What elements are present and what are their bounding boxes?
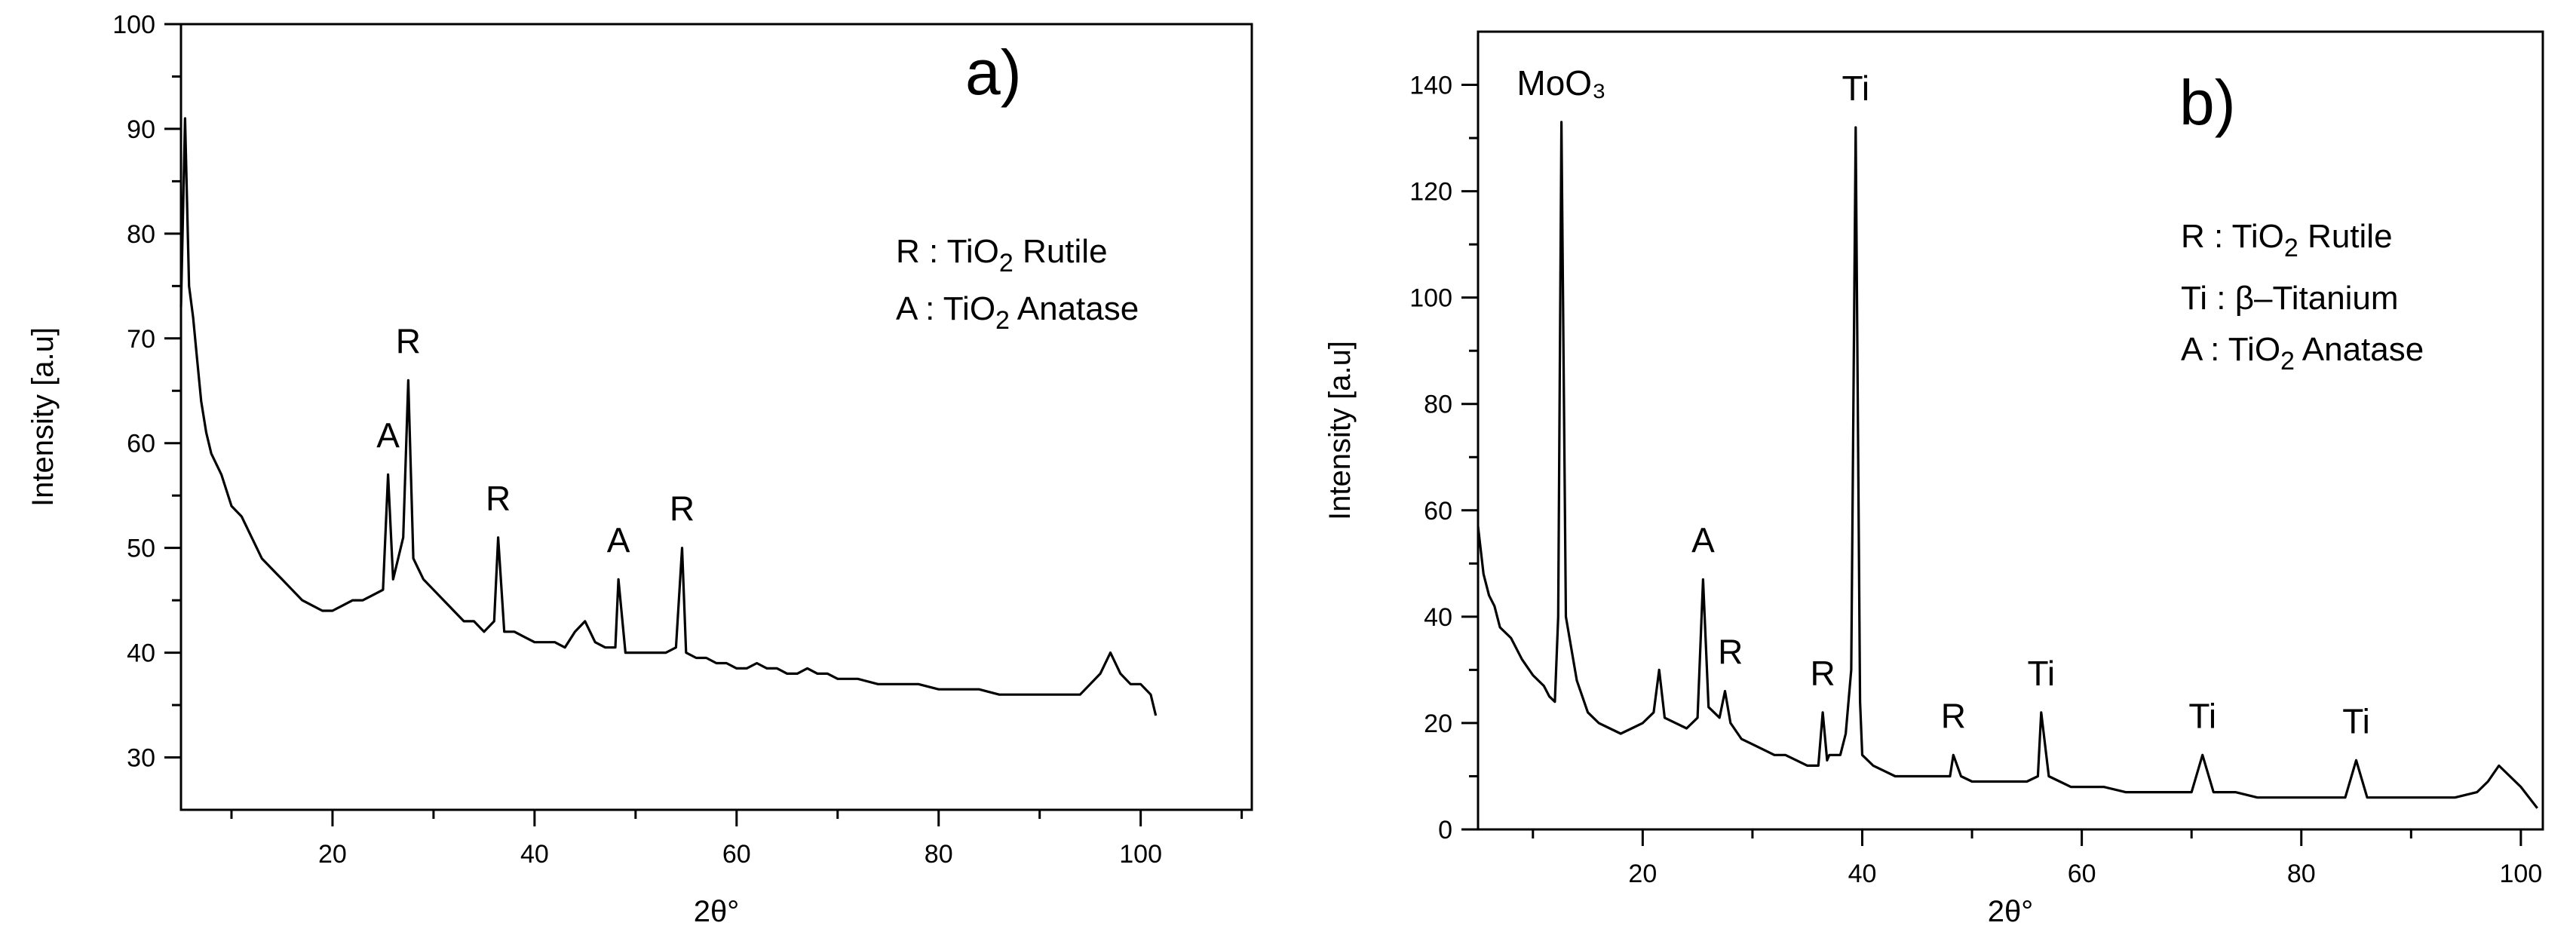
legend-entry-rutile: R : TiO2 Rutile	[2181, 218, 2393, 262]
peak-label: R	[396, 321, 421, 360]
legend-entry-rutile: R : TiO2 Rutile	[896, 233, 1108, 277]
x-tick-label: 80	[2287, 860, 2316, 888]
panel-b-peak-labels: MoO₃ Ti A R R R Ti Ti Ti	[1516, 63, 2369, 740]
y-tick-label: 60	[127, 430, 155, 458]
peak-label: A	[607, 520, 630, 559]
peak-label: A	[1691, 520, 1715, 559]
y-tick-label: 100	[112, 11, 155, 39]
x-tick-label: 60	[722, 840, 751, 869]
y-tick-label: 120	[1409, 178, 1452, 207]
panel-a-legend: R : TiO2 Rutile A : TiO2 Anatase	[896, 233, 1139, 335]
panel-a-x-axis: 20 40 60 80 100	[230, 810, 1244, 869]
panel-b-x-axis: 20 40 60 80 100	[1532, 829, 2543, 888]
x-tick-label: 40	[520, 840, 549, 869]
y-tick-label: 100	[1409, 284, 1452, 313]
panel-a-x-axis-title: 2θ°	[694, 895, 740, 928]
panel-b-y-axis: 0 20 40 60 80 100 120 140	[1409, 72, 1478, 845]
panel-b-y-axis-title: Intensity [a.u]	[1323, 341, 1357, 520]
y-tick-label: 20	[1424, 710, 1452, 738]
panel-b-legend: R : TiO2 Rutile Ti : β–Titanium A : TiO2…	[2181, 218, 2424, 376]
peak-label: Ti	[2027, 654, 2055, 693]
panel-a: 20 40 60 80 100 30 40 50 60 70 80 90 100 2θ° Intens…	[26, 11, 1253, 928]
panel-b-x-axis-title: 2θ°	[1988, 895, 2034, 928]
panel-a-peak-labels: A R R A R	[376, 321, 695, 559]
panel-b-label: b)	[2179, 67, 2236, 138]
y-tick-label: 40	[1424, 603, 1452, 632]
peak-label: A	[376, 415, 400, 455]
peak-label: R	[486, 479, 511, 518]
x-tick-label: 100	[2500, 860, 2543, 888]
x-tick-label: 40	[1848, 860, 1877, 888]
y-tick-label: 140	[1409, 72, 1452, 100]
x-tick-label: 20	[1628, 860, 1657, 888]
peak-label: R	[670, 489, 695, 529]
peak-label: R	[1718, 633, 1743, 672]
peak-label: Ti	[1842, 69, 1869, 108]
panel-a-y-axis: 30 40 50 60 70 80 90 100	[112, 11, 181, 773]
y-tick-label: 60	[1424, 497, 1452, 526]
panel-b-data-line	[1477, 121, 2538, 809]
y-tick-label: 70	[127, 325, 155, 354]
y-tick-label: 90	[127, 115, 155, 144]
panel-b-plot-frame	[1477, 30, 2544, 831]
x-tick-label: 100	[1119, 840, 1162, 869]
y-tick-label: 80	[127, 220, 155, 249]
x-tick-label: 20	[318, 840, 347, 869]
y-tick-label: 40	[127, 639, 155, 668]
panel-a-plot-frame	[179, 23, 1253, 811]
peak-label: MoO₃	[1516, 63, 1605, 103]
panel-a-y-axis-title: Intensity [a.u]	[26, 327, 60, 507]
panel-b: 20 40 60 80 100 0 20 40 60 80 100 120 140 2θ° Inten…	[1323, 30, 2544, 928]
panel-a-data-line	[179, 117, 1158, 716]
y-tick-label: 50	[127, 535, 155, 563]
x-tick-label: 60	[2068, 860, 2096, 888]
y-tick-label: 30	[127, 744, 155, 773]
legend-entry-anatase: A : TiO2 Anatase	[2181, 331, 2424, 376]
y-tick-label: 0	[1438, 816, 1452, 845]
y-tick-label: 80	[1424, 391, 1452, 419]
peak-label: Ti	[2342, 701, 2370, 740]
panel-a-label: a)	[965, 37, 1022, 108]
peak-label: Ti	[2188, 696, 2216, 735]
legend-entry-anatase: A : TiO2 Anatase	[896, 290, 1139, 335]
peak-label: R	[1810, 654, 1835, 693]
x-tick-label: 80	[925, 840, 953, 869]
peak-label: R	[1941, 696, 1966, 735]
legend-entry-beta-titanium: Ti : β–Titanium	[2181, 280, 2399, 317]
